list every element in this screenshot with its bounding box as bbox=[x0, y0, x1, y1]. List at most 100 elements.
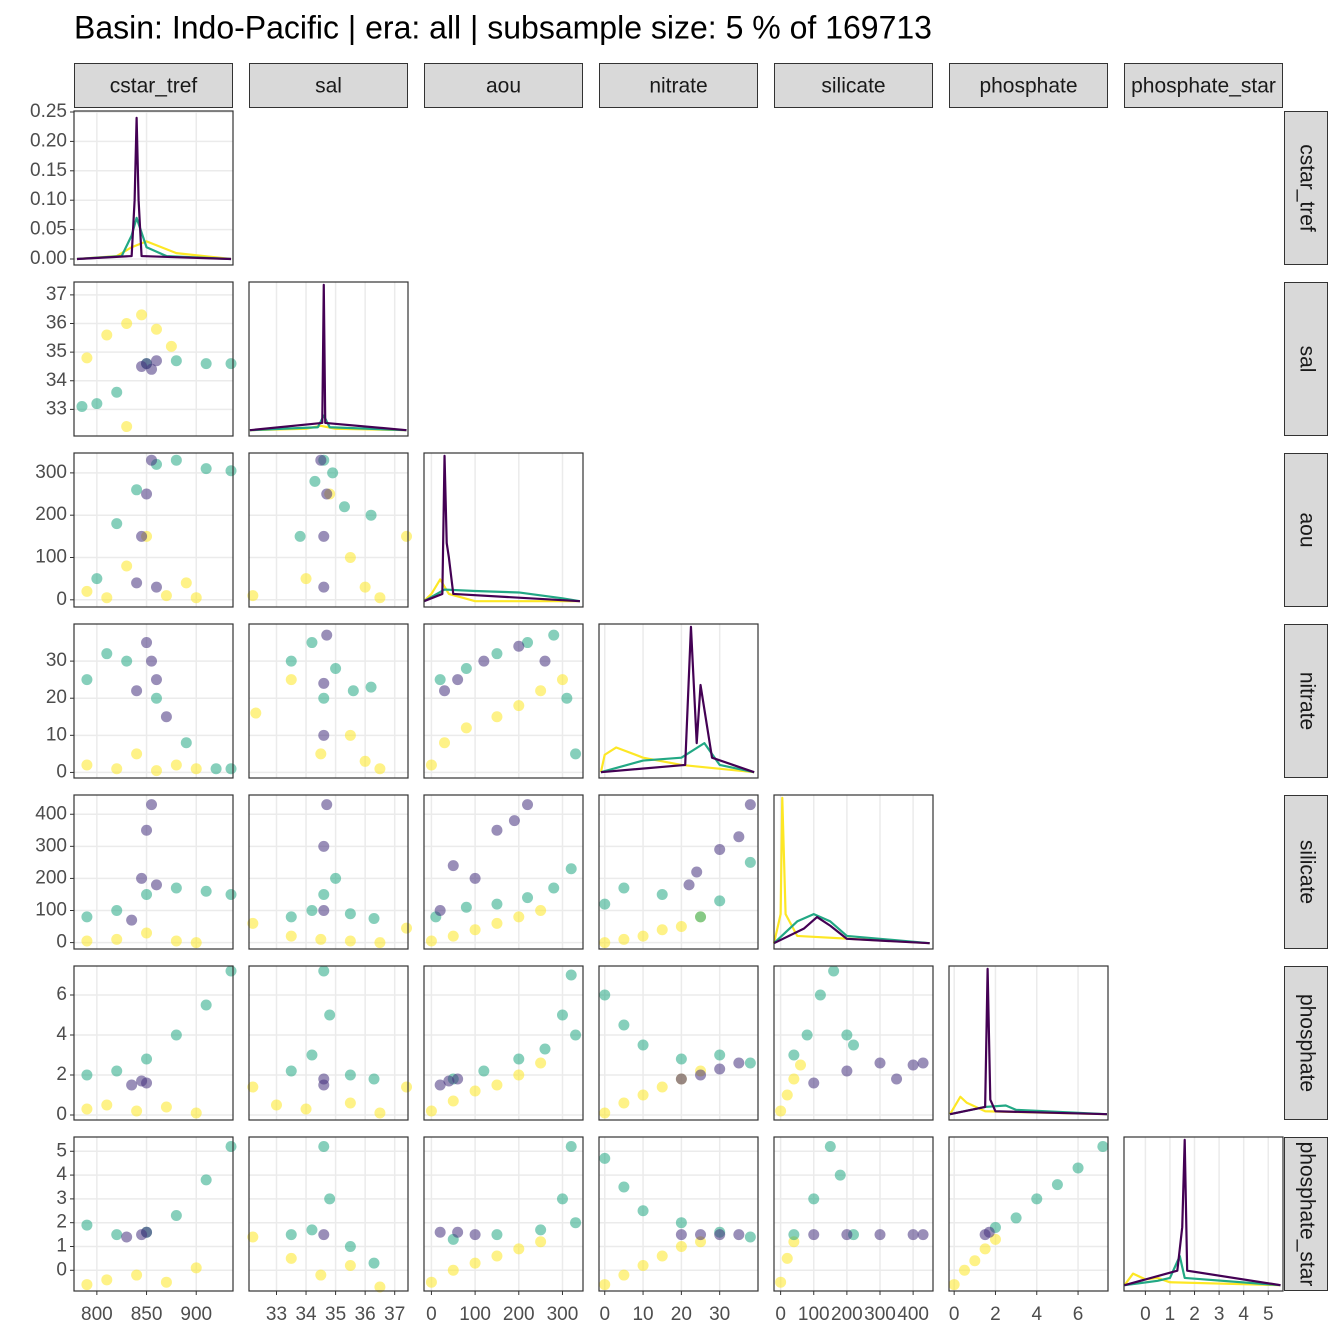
density-line bbox=[600, 625, 755, 774]
point bbox=[535, 1224, 547, 1236]
point bbox=[200, 885, 212, 897]
point bbox=[374, 592, 386, 604]
point bbox=[656, 1081, 668, 1093]
point bbox=[344, 1240, 356, 1252]
point bbox=[318, 905, 330, 916]
strip-top: silicate bbox=[774, 63, 933, 108]
panel-border bbox=[248, 281, 409, 437]
panel bbox=[247, 794, 413, 950]
point bbox=[91, 573, 103, 585]
panel bbox=[423, 1136, 584, 1292]
point bbox=[330, 663, 342, 675]
point bbox=[180, 577, 192, 589]
point bbox=[695, 1229, 707, 1241]
point bbox=[535, 1057, 547, 1069]
point bbox=[775, 1276, 787, 1288]
point bbox=[733, 831, 745, 843]
point bbox=[150, 323, 162, 335]
panel bbox=[73, 794, 237, 950]
density-line bbox=[773, 913, 930, 945]
point bbox=[447, 860, 459, 872]
point bbox=[788, 1073, 800, 1085]
point bbox=[539, 1043, 551, 1055]
point bbox=[522, 892, 534, 904]
point bbox=[460, 901, 472, 913]
point bbox=[788, 1229, 800, 1241]
point bbox=[447, 1264, 459, 1276]
panel bbox=[73, 1136, 237, 1292]
panel bbox=[598, 965, 759, 1121]
point bbox=[315, 748, 327, 760]
point bbox=[814, 989, 826, 1001]
panel-border bbox=[423, 452, 584, 608]
point bbox=[469, 1257, 481, 1269]
point bbox=[618, 1181, 630, 1193]
strip-right: nitrate bbox=[1284, 624, 1328, 778]
strip-top: aou bbox=[424, 63, 583, 108]
y-tick-label: 34 bbox=[46, 370, 68, 391]
point bbox=[565, 863, 577, 875]
x-tick-label: 400 bbox=[897, 1304, 929, 1325]
x-tick-label: 100 bbox=[798, 1304, 830, 1325]
x-tick-label: 2 bbox=[1189, 1304, 1200, 1325]
density-line bbox=[249, 283, 407, 432]
panel bbox=[73, 281, 237, 437]
point bbox=[434, 674, 446, 686]
point bbox=[874, 1057, 886, 1069]
point bbox=[344, 1097, 356, 1109]
panel bbox=[423, 965, 584, 1121]
point bbox=[225, 763, 237, 775]
panel-border bbox=[73, 281, 234, 437]
y-tick-label: 2 bbox=[56, 1212, 67, 1233]
point bbox=[318, 581, 330, 593]
point bbox=[535, 905, 547, 916]
point bbox=[101, 329, 113, 341]
x-tick-label: 36 bbox=[355, 1304, 376, 1325]
panel bbox=[598, 1136, 759, 1292]
point bbox=[907, 1229, 919, 1241]
point bbox=[146, 655, 158, 667]
density-line bbox=[1124, 1255, 1281, 1287]
point bbox=[491, 1079, 503, 1091]
point bbox=[306, 637, 318, 649]
point bbox=[491, 824, 503, 836]
strip-label: phosphate bbox=[1295, 994, 1318, 1092]
point bbox=[225, 1141, 237, 1153]
point bbox=[150, 765, 162, 777]
strip-right: aou bbox=[1284, 453, 1328, 607]
x-tick-label: 800 bbox=[81, 1304, 113, 1325]
point bbox=[131, 685, 143, 697]
point bbox=[841, 1065, 853, 1077]
point bbox=[225, 888, 237, 900]
point bbox=[824, 1141, 836, 1153]
point bbox=[318, 1229, 330, 1241]
y-tick-label: 0 bbox=[56, 932, 67, 953]
point bbox=[469, 1085, 481, 1097]
panel bbox=[247, 1136, 409, 1293]
point bbox=[656, 924, 668, 936]
point bbox=[136, 309, 148, 321]
point bbox=[618, 1269, 630, 1281]
panel bbox=[598, 794, 759, 950]
x-tick-label: 1 bbox=[1165, 1304, 1176, 1325]
panel-border bbox=[1123, 1136, 1284, 1292]
point bbox=[200, 1174, 212, 1186]
panel bbox=[247, 965, 413, 1121]
point bbox=[247, 1231, 259, 1243]
strip-right: phosphate_star bbox=[1284, 1137, 1328, 1291]
panel-border bbox=[73, 623, 234, 779]
point bbox=[478, 655, 490, 667]
x-tick-label: 900 bbox=[180, 1304, 212, 1325]
point bbox=[781, 1089, 793, 1101]
point bbox=[306, 1049, 318, 1061]
strip-label: nitrate bbox=[1295, 672, 1318, 730]
point bbox=[565, 1141, 577, 1153]
panel-border bbox=[248, 623, 409, 779]
density-line bbox=[249, 414, 407, 432]
panel-border bbox=[598, 794, 759, 950]
y-tick-label: 5 bbox=[56, 1140, 67, 1161]
panel bbox=[773, 1136, 934, 1292]
panel bbox=[248, 281, 409, 437]
point bbox=[81, 674, 93, 686]
point bbox=[969, 1255, 981, 1267]
